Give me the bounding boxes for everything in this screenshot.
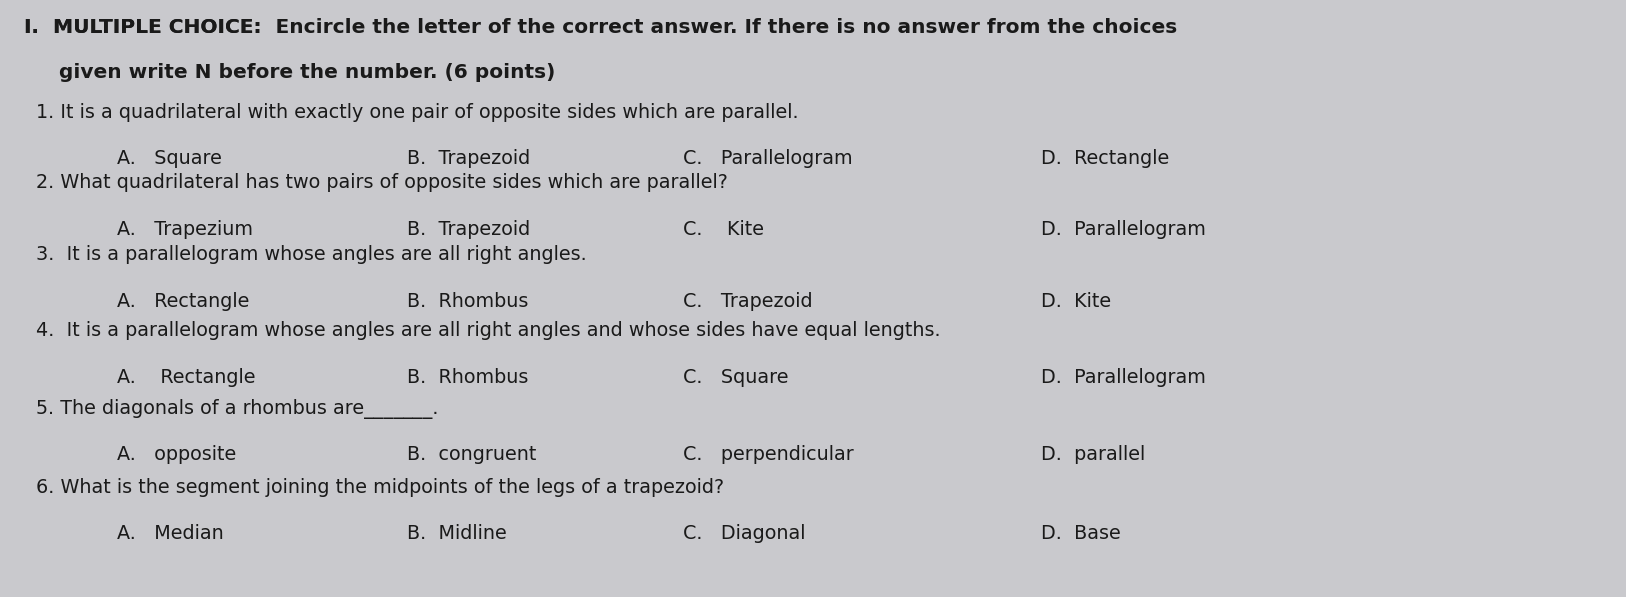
Text: I.  MULTIPLE CHOICE:: I. MULTIPLE CHOICE: <box>24 18 262 37</box>
Text: I.  MULTIPLE CHOICE:  Encircle the letter of the correct answer. If there is no : I. MULTIPLE CHOICE: Encircle the letter … <box>24 18 1177 37</box>
Text: C.    Kite: C. Kite <box>683 220 764 239</box>
Text: B.  Trapezoid: B. Trapezoid <box>406 149 530 168</box>
Text: D.  Rectangle: D. Rectangle <box>1041 149 1169 168</box>
Text: C.   Parallelogram: C. Parallelogram <box>683 149 852 168</box>
Text: C.   perpendicular: C. perpendicular <box>683 445 854 464</box>
Text: B.  Trapezoid: B. Trapezoid <box>406 220 530 239</box>
Text: B.  Rhombus: B. Rhombus <box>406 368 528 387</box>
Text: A.   Median: A. Median <box>117 524 224 543</box>
Text: D.  Kite: D. Kite <box>1041 292 1111 311</box>
Text: D.  Base: D. Base <box>1041 524 1120 543</box>
Text: B.  Midline: B. Midline <box>406 524 506 543</box>
Text: 3.  It is a parallelogram whose angles are all right angles.: 3. It is a parallelogram whose angles ar… <box>36 245 587 264</box>
Text: D.  Parallelogram: D. Parallelogram <box>1041 220 1205 239</box>
Text: D.  parallel: D. parallel <box>1041 445 1145 464</box>
Text: C.   Trapezoid: C. Trapezoid <box>683 292 813 311</box>
Text: 5. The diagonals of a rhombus are_______.: 5. The diagonals of a rhombus are_______… <box>36 399 439 419</box>
Text: 2. What quadrilateral has two pairs of opposite sides which are parallel?: 2. What quadrilateral has two pairs of o… <box>36 173 728 192</box>
Text: B.  Rhombus: B. Rhombus <box>406 292 528 311</box>
Text: A.   opposite: A. opposite <box>117 445 236 464</box>
Text: given write N before the number. (6 points): given write N before the number. (6 poin… <box>24 63 556 82</box>
Text: C.   Diagonal: C. Diagonal <box>683 524 805 543</box>
Text: B.  congruent: B. congruent <box>406 445 537 464</box>
Text: 1. It is a quadrilateral with exactly one pair of opposite sides which are paral: 1. It is a quadrilateral with exactly on… <box>36 103 798 122</box>
Text: A.   Trapezium: A. Trapezium <box>117 220 254 239</box>
Text: A.    Rectangle: A. Rectangle <box>117 368 255 387</box>
Text: 6. What is the segment joining the midpoints of the legs of a trapezoid?: 6. What is the segment joining the midpo… <box>36 478 724 497</box>
Text: D.  Parallelogram: D. Parallelogram <box>1041 368 1205 387</box>
Text: A.   Square: A. Square <box>117 149 221 168</box>
Text: C.   Square: C. Square <box>683 368 789 387</box>
Text: 4.  It is a parallelogram whose angles are all right angles and whose sides have: 4. It is a parallelogram whose angles ar… <box>36 321 940 340</box>
Text: A.   Rectangle: A. Rectangle <box>117 292 249 311</box>
